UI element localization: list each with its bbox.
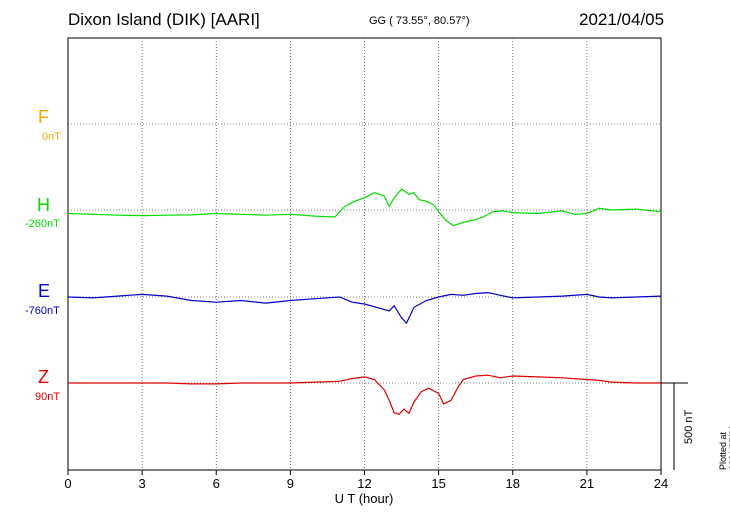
x-tick-label: 6: [213, 476, 220, 491]
grid: [141, 38, 588, 470]
trace-z: [68, 374, 661, 415]
plotted-timestamp: Plotted at 2021/05/06 01:31 UT: [718, 424, 730, 470]
x-tick-label: 18: [506, 476, 520, 491]
component-label-f: F: [38, 107, 49, 127]
baseline-label-h: -260nT: [25, 218, 60, 230]
trace-e: [67, 291, 662, 325]
date-label: 2021/04/05: [579, 10, 665, 29]
baseline-label-z: 90nT: [35, 391, 61, 403]
scale-bar-label: 500 nT: [683, 409, 695, 444]
traces: [67, 188, 662, 415]
x-tick-label: 9: [287, 476, 294, 491]
x-tick-label: 24: [654, 476, 668, 491]
x-tick-label: 12: [357, 476, 371, 491]
x-ticks: 0 3 6 9 12 15 18 21 24: [64, 470, 668, 491]
x-tick-label: 15: [431, 476, 445, 491]
x-axis-label: U T (hour): [335, 491, 394, 506]
x-tick-label: 3: [139, 476, 146, 491]
coordinates-label: GG ( 73.55°, 80.57°): [369, 15, 470, 27]
station-title: Dixon Island (DIK) [AARI]: [68, 10, 260, 29]
component-label-e: E: [38, 281, 51, 301]
component-label-h: H: [37, 195, 50, 215]
x-tick-label: 0: [64, 476, 71, 491]
trace-h: [67, 188, 662, 227]
baseline-label-e: -760nT: [25, 305, 60, 317]
x-tick-label: 21: [580, 476, 594, 491]
component-label-z: Z: [38, 367, 49, 387]
baseline-label-f: 0nT: [42, 131, 61, 143]
